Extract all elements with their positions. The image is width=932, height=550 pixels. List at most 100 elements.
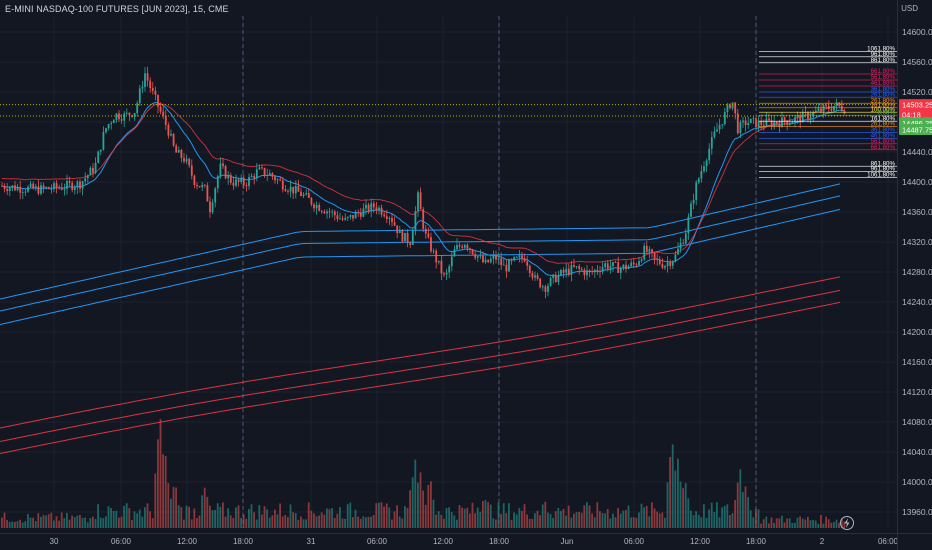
volume-bar — [791, 523, 794, 528]
candle-body — [656, 258, 659, 260]
candle-body — [141, 86, 144, 89]
candle-body — [573, 265, 575, 267]
candle-body — [840, 105, 843, 111]
volume-bar — [180, 507, 183, 528]
candle-body — [713, 131, 716, 138]
volume-bar — [419, 472, 422, 528]
volume-bar — [229, 515, 232, 528]
candle-body — [469, 248, 471, 250]
candle-body — [820, 108, 822, 112]
volume-bar — [521, 510, 523, 528]
candle-body — [578, 266, 581, 269]
volume-bar — [591, 513, 593, 528]
volume-bar — [526, 514, 528, 528]
candle-body — [92, 167, 94, 173]
volume-bar — [549, 514, 552, 528]
price-axis[interactable]: 14600.0014560.0014520.0014480.0014440.00… — [902, 27, 932, 517]
volume-bar — [502, 503, 505, 528]
volume-bar — [544, 501, 547, 528]
candle-body — [175, 145, 178, 153]
volume-bar — [557, 508, 560, 528]
price-tick-label: 13960.00 — [902, 507, 932, 517]
volume-bar — [276, 514, 279, 528]
candle-body — [406, 233, 409, 244]
candle-body — [461, 246, 464, 248]
volume-bar — [175, 487, 177, 528]
volume-bar — [752, 517, 755, 528]
candle-body — [383, 214, 386, 217]
volume-bar — [651, 502, 653, 528]
candle-body — [289, 186, 292, 192]
volume-bar — [318, 515, 320, 528]
volume-bar — [398, 516, 401, 528]
lightning-icon[interactable] — [840, 516, 854, 530]
volume-bar — [320, 512, 323, 528]
volume-bar — [606, 508, 609, 528]
volume-bar — [287, 517, 289, 528]
candle-body — [788, 122, 791, 125]
volume-bar — [580, 512, 583, 528]
candle-body — [185, 158, 188, 162]
candle-body — [703, 166, 705, 172]
candle-body — [19, 187, 22, 193]
time-axis[interactable]: 30 06:00 12:00 18:00 31 06:00 12:00 18:00 Jun 06:… — [50, 537, 899, 546]
fib-level-label: 961.80% — [871, 51, 896, 58]
volume-bar — [627, 505, 630, 528]
candle-body — [747, 123, 750, 125]
volume-bar — [133, 511, 136, 528]
candle-body — [749, 118, 752, 124]
volume-bar — [68, 519, 71, 528]
time-tick-label: 2 — [820, 537, 825, 546]
volume-bar — [596, 502, 599, 528]
candle-body — [388, 218, 391, 219]
candle-body — [734, 102, 737, 114]
candle-body — [404, 233, 406, 242]
volume-bar — [773, 522, 775, 528]
volume-bar — [32, 517, 34, 528]
volume-bar — [617, 507, 619, 528]
volume-bar — [185, 505, 188, 528]
volume-bar — [21, 522, 24, 528]
fib-level-label: 861.80% — [871, 57, 896, 64]
candle-body — [419, 192, 422, 210]
candle-body — [817, 108, 820, 111]
volume-bar — [328, 509, 331, 528]
candle-body — [151, 88, 154, 91]
candle-body — [112, 120, 115, 124]
candle-body — [235, 179, 237, 186]
volume-bar — [440, 514, 443, 528]
volume-bar — [310, 510, 313, 528]
candle-body — [263, 167, 266, 176]
volume-bar — [349, 502, 352, 528]
volume-bar — [466, 507, 469, 528]
volume-bar — [547, 512, 549, 528]
candle-body — [336, 215, 339, 220]
fib-level-label: 261.80% — [871, 97, 896, 104]
volume-bar — [375, 503, 378, 528]
volume-bar — [76, 515, 79, 528]
candle-body — [214, 188, 217, 203]
candle-body — [362, 208, 365, 217]
volume-bar — [432, 499, 435, 528]
volume-bar — [196, 517, 198, 528]
candle-body — [521, 255, 523, 259]
volume-bar — [102, 518, 105, 528]
candle-body — [414, 210, 417, 231]
volume-bar — [40, 516, 42, 528]
candle-body — [58, 187, 61, 189]
volume-bar — [237, 505, 240, 528]
candle-body — [440, 260, 443, 274]
volume-bar — [744, 486, 747, 528]
candle-body — [432, 250, 435, 252]
volume-bar — [11, 521, 14, 528]
volume-bar — [458, 504, 461, 528]
volume-bar — [240, 518, 242, 528]
candle-body — [24, 191, 27, 193]
candle-body — [105, 128, 107, 133]
volume-bar — [120, 516, 123, 528]
volume-bar — [297, 519, 300, 528]
candle-body — [209, 201, 211, 213]
volume-bar — [307, 502, 310, 528]
